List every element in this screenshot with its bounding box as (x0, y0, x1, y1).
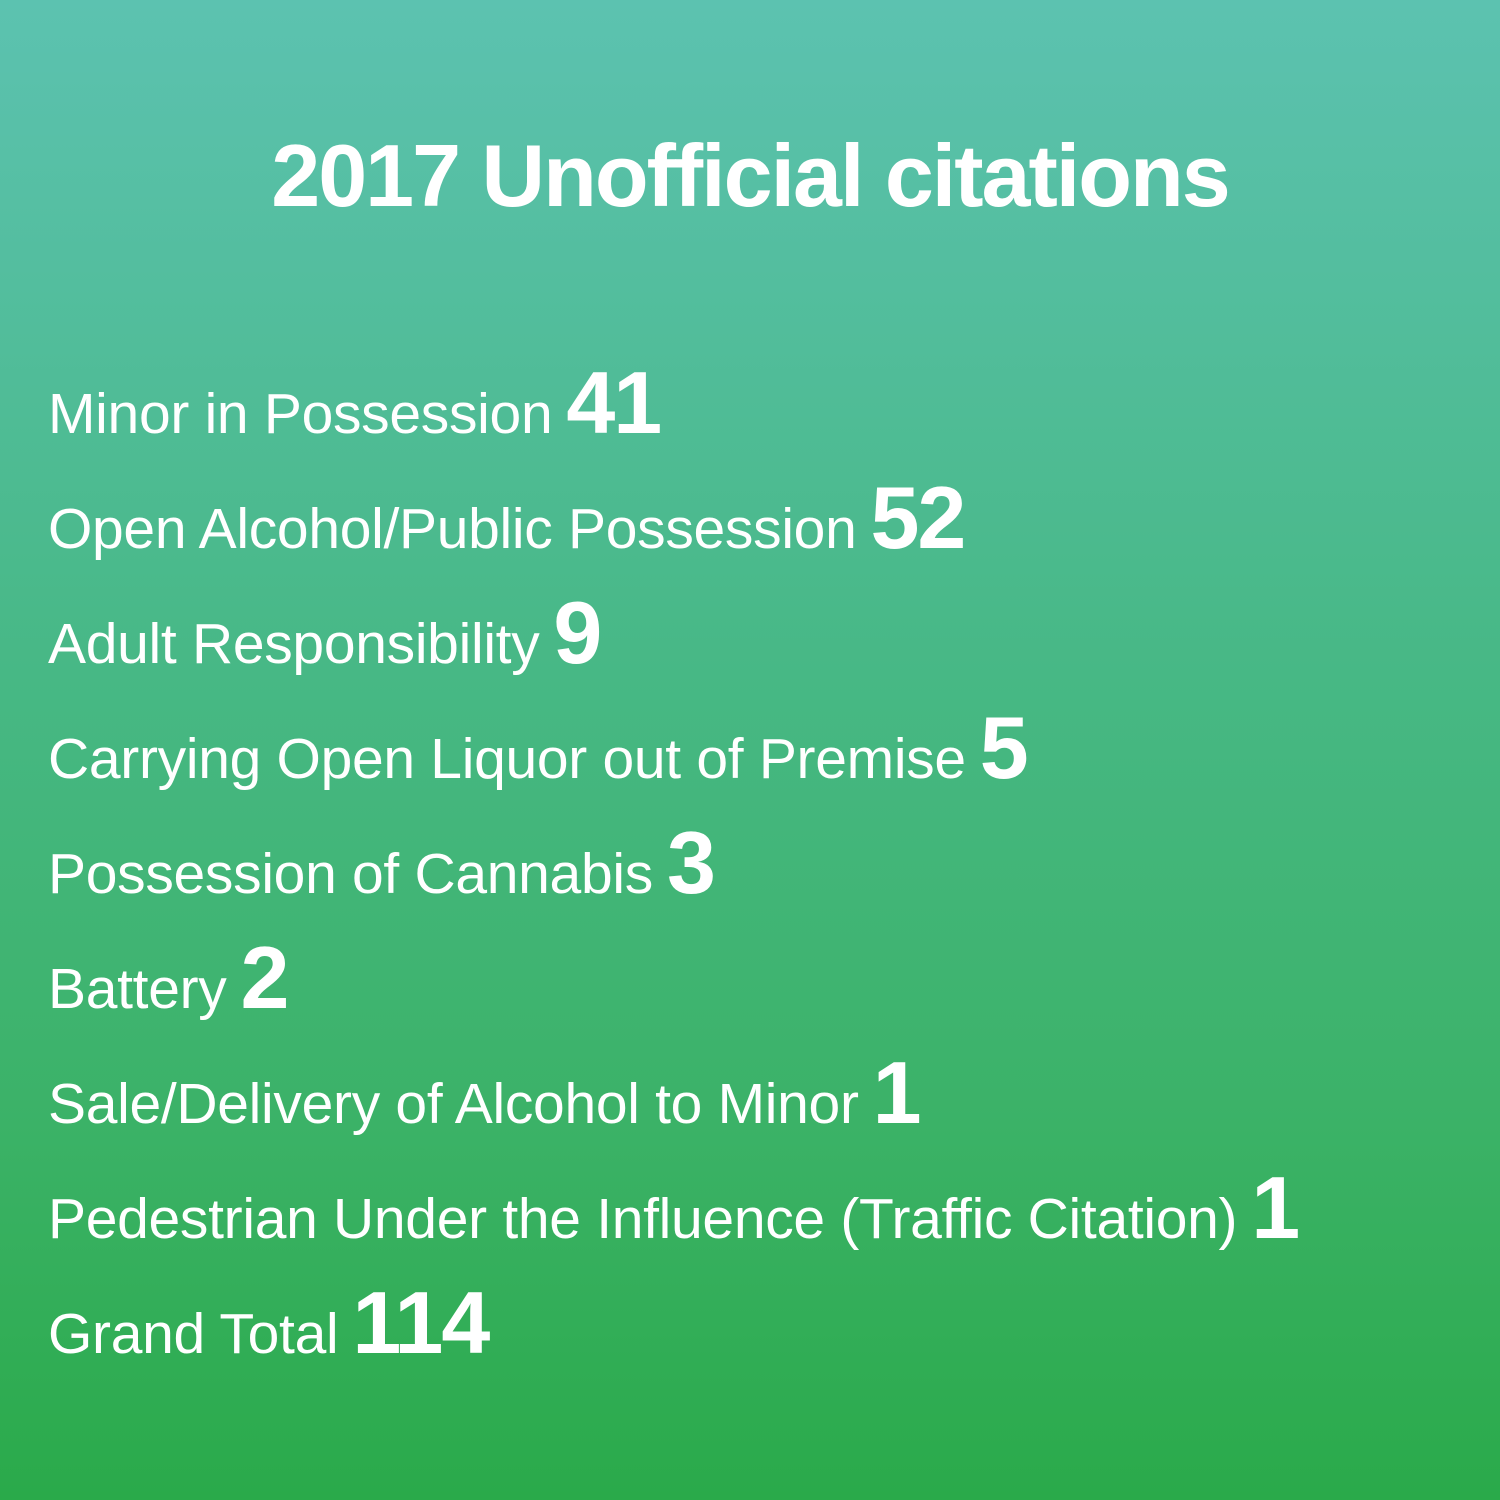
item-label: Pedestrian Under the Influence (Traffic … (48, 1187, 1238, 1251)
item-label: Open Alcohol/Public Possession (48, 497, 857, 561)
item-label: Battery (48, 957, 227, 1021)
item-value: 1 (1251, 1158, 1300, 1257)
page-title: 2017 Unofficial citations (271, 126, 1230, 225)
item-value: 2 (240, 928, 289, 1027)
item-value: 52 (870, 468, 966, 567)
item-label: Carrying Open Liquor out of Premise (48, 727, 966, 791)
list-item: Adult Responsibility 9 (48, 585, 1298, 700)
list-item: Battery 2 (48, 930, 1298, 1045)
item-value: 5 (979, 698, 1029, 797)
list-item: Sale/Delivery of Alcohol to Minor 1 (48, 1045, 1298, 1160)
item-value: 1 (872, 1043, 922, 1142)
item-label: Grand Total (48, 1302, 339, 1366)
item-label: Possession of Cannabis (48, 842, 653, 906)
list-item: Open Alcohol/Public Possession 52 (48, 470, 1298, 585)
item-label: Sale/Delivery of Alcohol to Minor (48, 1072, 859, 1136)
list-item: Pedestrian Under the Influence (Traffic … (48, 1158, 1300, 1275)
item-value: 9 (553, 583, 602, 682)
item-value: 114 (352, 1273, 490, 1372)
grand-total: Grand Total 114 (48, 1275, 1298, 1390)
list-item: Minor in Possession 41 (48, 355, 1298, 470)
item-label: Adult Responsibility (48, 612, 540, 676)
citation-list: Minor in Possession 41 Open Alcohol/Publi… (48, 355, 1300, 1390)
list-item: Possession of Cannabis 3 (48, 815, 1298, 930)
item-value: 3 (666, 813, 716, 912)
item-label: Minor in Possession (48, 382, 553, 446)
item-value: 41 (566, 353, 662, 452)
list-item: Carrying Open Liquor out of Premise 5 (48, 700, 1298, 815)
